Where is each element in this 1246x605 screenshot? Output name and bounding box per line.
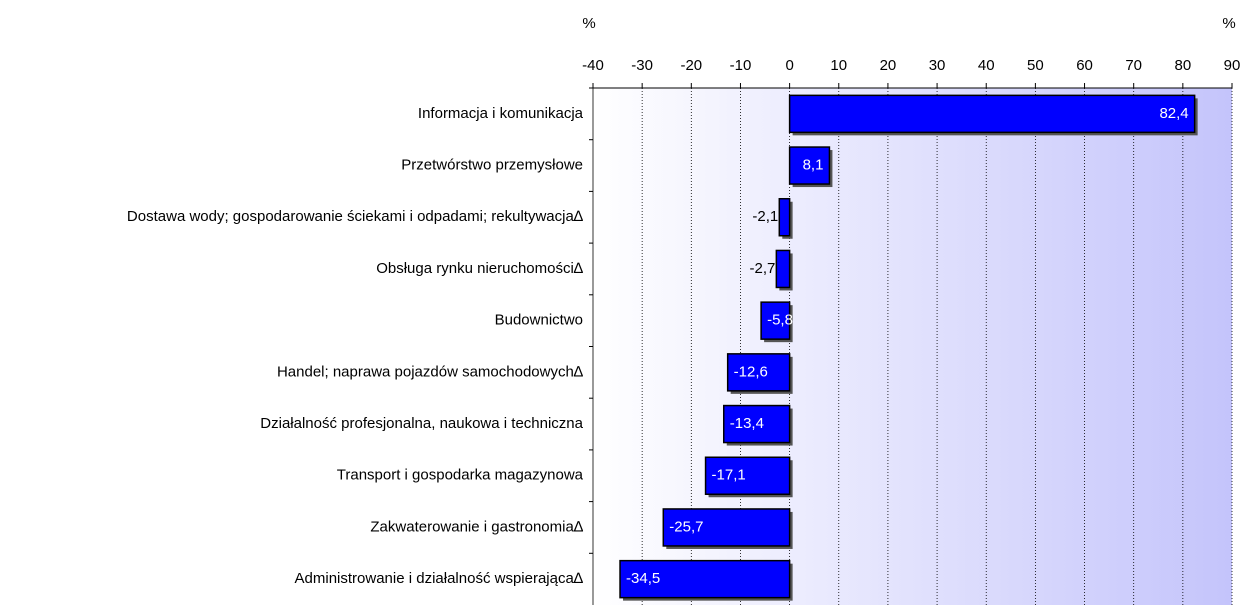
y-tick-label: Budownictwo: [495, 312, 583, 329]
axis-unit-label: %: [582, 15, 595, 32]
bar: [775, 249, 791, 289]
x-tick-label: 70: [1125, 57, 1142, 74]
x-tick-label: -40: [582, 57, 604, 74]
x-tick-label: 60: [1076, 57, 1093, 74]
x-tick-label: 80: [1175, 57, 1192, 74]
x-tick-label: -30: [631, 57, 653, 74]
bar: [760, 301, 791, 340]
data-label: -17,1: [712, 467, 746, 484]
x-tick-label: 30: [929, 57, 946, 74]
bar: [704, 456, 791, 495]
y-tick-label: Działalność profesjonalna, naukowa i tec…: [260, 415, 583, 432]
y-tick-label: Zakwaterowanie i gastronomia∆: [370, 518, 583, 535]
x-tick-label: 40: [978, 57, 995, 74]
y-tick-label: Handel; naprawa pojazdów samochodowych∆: [277, 363, 584, 380]
x-tick-label: 50: [1027, 57, 1044, 74]
x-tick-label: 0: [785, 57, 793, 74]
bar: [619, 559, 791, 599]
y-tick-label: Obsługa rynku nieruchomości∆: [376, 260, 584, 277]
bar: [726, 353, 791, 392]
y-tick-label: Administrowanie i działalność wspierając…: [295, 570, 584, 587]
data-label: -2,1: [752, 208, 778, 225]
data-label: 8,1: [803, 157, 824, 174]
bar: [788, 94, 1196, 134]
y-tick-label: Transport i gospodarka magazynowa: [337, 467, 584, 484]
x-tick-label: -20: [680, 57, 702, 74]
data-label: -5,8: [767, 312, 793, 329]
bar: [788, 146, 831, 185]
y-tick-label: Informacja i komunikacja: [418, 105, 584, 122]
x-tick-label: -10: [730, 57, 752, 74]
data-label: -13,4: [730, 415, 764, 432]
x-tick-label: 20: [880, 57, 897, 74]
data-label: -2,7: [749, 260, 775, 277]
y-tick-label: Dostawa wody; gospodarowanie ściekami i …: [127, 208, 584, 225]
data-label: -25,7: [669, 518, 703, 535]
data-label: -12,6: [734, 363, 768, 380]
data-label: 82,4: [1159, 105, 1188, 122]
y-tick-label: Przetwórstwo przemysłowe: [401, 157, 583, 174]
bar: [662, 508, 791, 547]
bar: [722, 404, 791, 444]
bar: [778, 198, 791, 237]
data-label: -34,5: [626, 570, 660, 587]
x-tick-label: 10: [830, 57, 847, 74]
axis-unit-label: %: [1222, 15, 1235, 32]
x-tick-label: 90: [1224, 57, 1241, 74]
